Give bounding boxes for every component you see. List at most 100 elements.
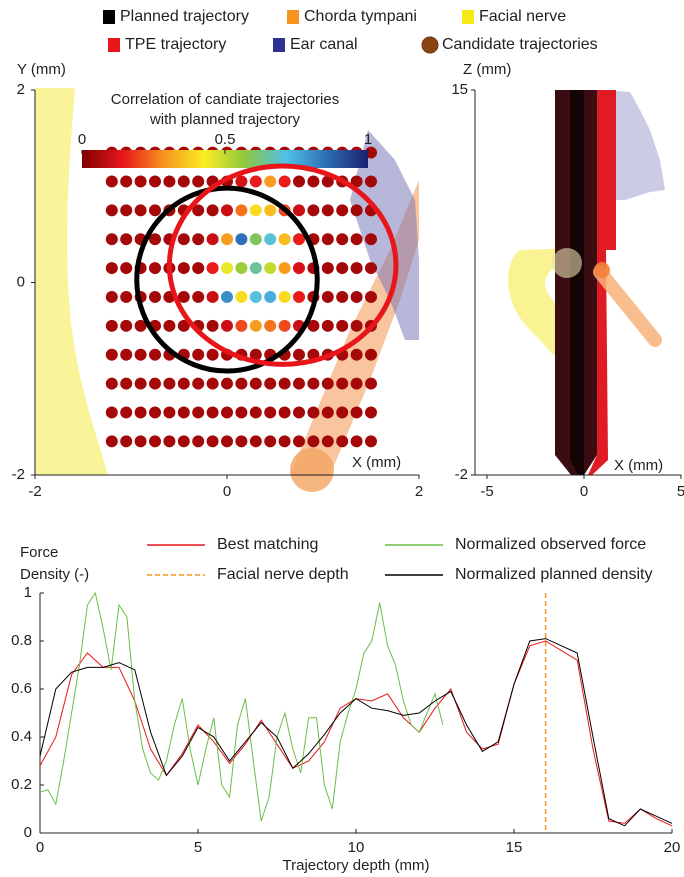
candidate-dot: [278, 175, 291, 188]
candidate-dot: [177, 377, 190, 390]
candidate-dot: [365, 175, 377, 188]
candidate-dot: [249, 204, 262, 217]
candidate-dot: [149, 262, 161, 275]
candidate-dot: [278, 435, 291, 448]
candidate-dot: [350, 377, 363, 390]
y-tick-label: 2: [17, 81, 25, 98]
candidate-dot: [336, 233, 349, 246]
candidate-dot: [120, 233, 133, 246]
colorbar-tick-label: 0.5: [215, 131, 236, 148]
candidate-dot: [120, 175, 133, 188]
candidate-dot: [264, 377, 277, 390]
candidate-dot: [249, 406, 262, 419]
candidate-dot: [105, 204, 118, 217]
candidate-dot: [249, 262, 262, 275]
legend-label: Chorda tympani: [304, 8, 417, 25]
trajectory-circle: [166, 163, 399, 367]
legend-swatch: [462, 10, 474, 24]
candidate-dot: [293, 377, 305, 390]
candidate-dot: [177, 290, 190, 303]
candidate-dot: [235, 204, 248, 217]
y-tick-label: 0: [24, 824, 32, 841]
candidate-dot: [336, 319, 349, 332]
y-tick-label: 1: [24, 584, 32, 601]
candidate-dot: [105, 290, 118, 303]
y-tick-label: -2: [12, 466, 25, 483]
candidate-dot: [120, 348, 133, 361]
x-axis-label: X (mm): [352, 454, 401, 471]
candidate-dot: [149, 348, 161, 361]
candidate-dot: [206, 262, 219, 275]
candidate-dot: [321, 175, 334, 188]
candidate-dot: [149, 435, 161, 448]
y-axis-label: Force: [20, 544, 58, 561]
legend-label: Candidate trajectories: [442, 36, 598, 53]
candidate-dot: [105, 377, 118, 390]
candidate-dot: [163, 435, 176, 448]
candidate-dot: [307, 204, 320, 217]
y-axis-label: Y (mm): [17, 61, 66, 78]
x-tick-label: 15: [506, 839, 523, 856]
candidate-dot: [163, 406, 176, 419]
candidate-dot: [235, 406, 248, 419]
y-axis-label: Density (-): [20, 566, 89, 583]
candidate-dot: [221, 406, 233, 419]
legend-label: Facial nerve depth: [217, 566, 349, 583]
candidate-dot: [307, 406, 320, 419]
candidate-dot: [120, 319, 133, 332]
candidate-dot: [321, 204, 334, 217]
candidate-dot: [105, 233, 118, 246]
candidate-dot: [206, 348, 219, 361]
candidate-dot: [278, 290, 291, 303]
series-line: [39, 638, 673, 827]
candidate-dot: [177, 233, 190, 246]
legend-swatch: [103, 10, 115, 24]
candidate-dot: [221, 435, 233, 448]
candidate-dot: [149, 377, 161, 390]
candidate-dot: [249, 319, 262, 332]
y-axis-label: Z (mm): [463, 61, 511, 78]
candidate-dot: [365, 435, 377, 448]
x-tick-label: 10: [348, 839, 365, 856]
y-tick-label: -2: [455, 466, 468, 483]
candidate-dot: [221, 233, 233, 246]
candidate-dot: [163, 175, 176, 188]
y-tick-label: 0.4: [11, 728, 32, 745]
candidate-dot: [163, 319, 176, 332]
y-tick-label: 0.2: [11, 776, 32, 793]
candidate-dot: [120, 435, 133, 448]
candidate-dot: [235, 290, 248, 303]
candidate-dot: [293, 406, 305, 419]
candidate-dot: [249, 175, 262, 188]
candidate-dot: [321, 435, 334, 448]
candidate-dot: [278, 406, 291, 419]
x-tick-label: 5: [677, 483, 684, 500]
candidate-dot: [235, 435, 248, 448]
candidate-dot: [249, 233, 262, 246]
legend-label: Facial nerve: [479, 8, 566, 25]
candidate-dot: [192, 406, 205, 419]
x-tick-label: 0: [580, 483, 588, 500]
candidate-dot: [192, 435, 205, 448]
candidate-dot: [235, 175, 248, 188]
candidate-dot: [177, 175, 190, 188]
candidate-dot: [134, 377, 147, 390]
x-tick-label: -5: [480, 483, 493, 500]
candidate-dot: [365, 406, 377, 419]
colorbar: [82, 150, 368, 168]
candidate-dot: [249, 348, 262, 361]
candidate-dot: [192, 175, 205, 188]
candidate-dot: [278, 377, 291, 390]
chorda-tympani-shape: [593, 265, 662, 347]
candidate-dot: [336, 204, 349, 217]
candidate-dot: [206, 406, 219, 419]
candidate-dot: [336, 290, 349, 303]
x-tick-label: 2: [415, 483, 423, 500]
candidate-dot: [192, 348, 205, 361]
candidate-dot: [350, 233, 363, 246]
candidate-dot: [149, 290, 161, 303]
candidate-dot: [293, 204, 305, 217]
candidate-dot: [192, 204, 205, 217]
candidate-dot: [134, 175, 147, 188]
